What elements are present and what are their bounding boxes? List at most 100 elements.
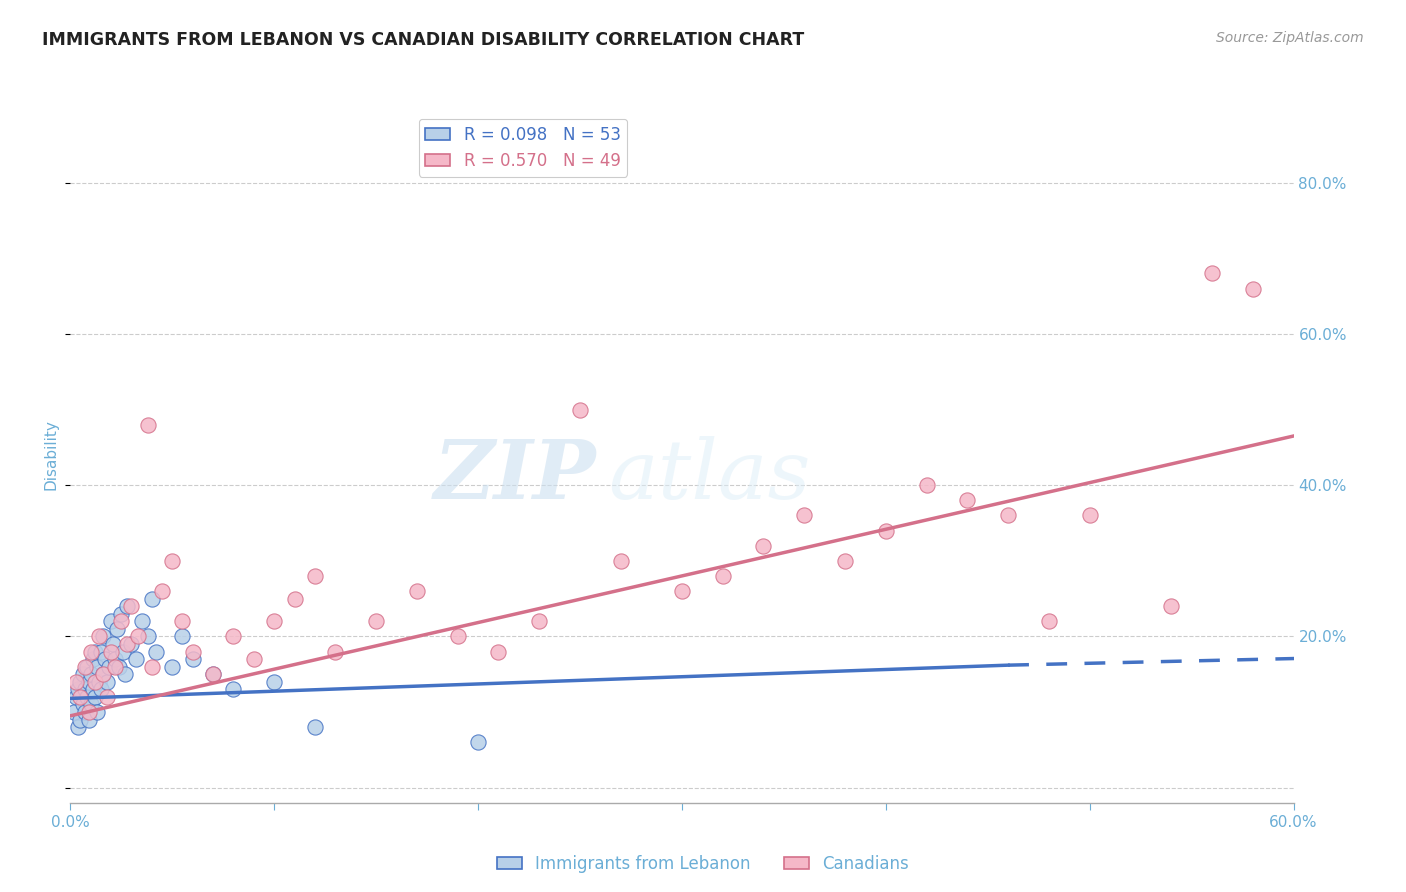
Point [79,644,103,658]
Point [114,667,136,681]
Point [91,629,114,643]
Point [222,682,245,697]
Point [63,705,86,719]
Point [83,674,105,689]
Point [65,674,87,689]
Point [73,705,96,719]
Text: Source: ZipAtlas.com: Source: ZipAtlas.com [1216,31,1364,45]
Point [131,615,153,629]
Point [141,591,163,606]
Point [79,667,103,681]
Point [1201,267,1223,281]
Point [91,667,114,681]
Point [875,524,897,538]
Point [136,629,159,643]
Point [104,652,127,666]
Point [1241,281,1264,295]
Point [76,659,98,673]
Point [222,629,245,643]
Point [1038,615,1060,629]
Point [110,615,132,629]
Point [100,644,122,658]
Point [488,644,510,658]
Point [108,659,131,673]
Point [162,554,183,568]
Point [406,584,429,599]
Point [263,674,285,689]
Point [112,644,135,658]
Point [304,569,326,583]
Point [65,690,87,704]
Point [94,652,117,666]
Point [73,682,96,697]
Point [83,644,105,658]
Point [127,629,149,643]
Point [1078,508,1101,523]
Point [304,720,326,734]
Point [124,652,146,666]
Legend: Immigrants from Lebanon, Canadians: Immigrants from Lebanon, Canadians [491,848,915,880]
Point [100,615,122,629]
Point [104,659,127,673]
Point [172,615,194,629]
Point [83,690,105,704]
Point [150,584,173,599]
Point [117,599,139,614]
Point [447,629,470,643]
Point [284,591,307,606]
Point [711,569,734,583]
Point [121,599,143,614]
Point [69,674,91,689]
Point [87,674,110,689]
Point [956,493,979,508]
Point [834,554,856,568]
Point [69,713,91,727]
Point [76,690,98,704]
Point [202,667,225,681]
Point [793,508,815,523]
Point [997,508,1019,523]
Point [121,637,143,651]
Point [77,674,100,689]
Point [82,652,104,666]
Point [181,644,204,658]
Point [77,705,100,719]
Point [105,622,128,636]
Point [98,659,121,673]
Point [67,720,90,734]
Text: ZIP: ZIP [433,436,596,516]
Point [72,667,94,681]
Point [569,402,592,417]
Point [263,615,285,629]
Point [90,644,112,658]
Point [110,607,132,621]
Point [181,652,204,666]
Point [73,659,96,673]
Point [69,690,91,704]
Point [86,659,108,673]
Text: atlas: atlas [609,436,811,516]
Legend: R = 0.098   N = 53, R = 0.570   N = 49: R = 0.098 N = 53, R = 0.570 N = 49 [419,119,627,177]
Point [136,417,159,432]
Point [90,682,112,697]
Point [145,644,167,658]
Point [91,667,114,681]
Y-axis label: Disability: Disability [44,419,59,491]
Point [915,478,938,492]
Point [101,637,124,651]
Point [172,629,194,643]
Point [82,682,104,697]
Point [96,690,118,704]
Point [1160,599,1182,614]
Point [162,659,183,673]
Point [141,659,163,673]
Point [86,705,108,719]
Point [117,637,139,651]
Point [67,682,90,697]
Point [79,698,103,712]
Point [96,674,118,689]
Point [467,735,489,749]
Point [366,615,388,629]
Point [72,698,94,712]
Point [610,554,633,568]
